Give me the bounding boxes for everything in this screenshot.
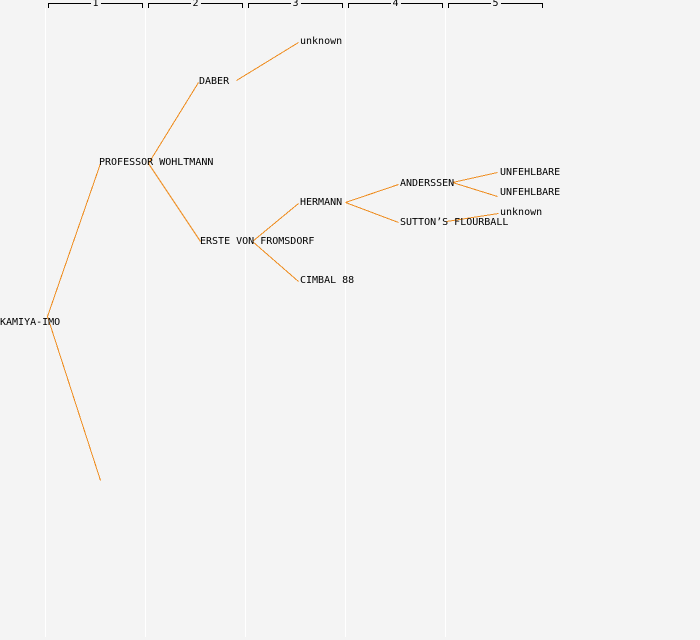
pedigree-node-cimbal-88[interactable]: CIMBAL 88: [300, 275, 355, 286]
pedigree-node-sutton-s-flourball[interactable]: SUTTON’S FLOURBALL: [400, 217, 509, 228]
generation-column-bracket-2: 2: [148, 0, 243, 9]
generation-column-label: 2: [190, 0, 201, 9]
generation-column-bracket-1: 1: [48, 0, 143, 9]
pedigree-edge-kamiya-imo-to-professor-wohltmann: [47, 163, 101, 317]
pedigree-edge-daber-to-unknown: [236, 42, 299, 81]
generation-column-label: 4: [390, 0, 401, 9]
pedigree-node-kamiya-imo[interactable]: KAMIYA-IMO: [0, 317, 61, 328]
pedigree-edge-anderssen-to-unfehlbare: [452, 172, 498, 183]
pedigree-edge-hermann-to-sutton-s-flourball: [345, 202, 399, 223]
pedigree-node-unknown[interactable]: unknown: [300, 36, 343, 47]
pedigree-edge-professor-wohltmann-to-daber: [148, 82, 199, 164]
pedigree-node-hermann[interactable]: HERMANN: [300, 197, 343, 208]
pedigree-edge-hermann-to-anderssen: [345, 184, 399, 203]
pedigree-edge-sutton-s-flourball-to-unknown: [446, 213, 499, 222]
pedigree-edge-anderssen-to-unfehlbare: [452, 182, 498, 197]
generation-column-label: 1: [90, 0, 101, 9]
generation-column-bracket-4: 4: [348, 0, 443, 9]
pedigree-edge-erste-von-fromsdorf-to-hermann: [252, 203, 299, 242]
generation-column-label: 5: [490, 0, 501, 9]
pedigree-node-erste-von-fromsdorf[interactable]: ERSTE VON FROMSDORF: [200, 236, 315, 247]
pedigree-node-professor-wohltmann[interactable]: PROFESSOR WOHLTMANN: [99, 157, 214, 168]
pedigree-node-daber[interactable]: DABER: [199, 76, 230, 87]
pedigree-edge-erste-von-fromsdorf-to-cimbal-88: [252, 241, 299, 282]
generation-column-bracket-5: 5: [448, 0, 543, 9]
pedigree-node-anderssen[interactable]: ANDERSSEN: [400, 178, 455, 189]
generation-column-bracket-3: 3: [248, 0, 343, 9]
pedigree-node-unfehlbare[interactable]: UNFEHLBARE: [500, 167, 561, 178]
generation-column-label: 3: [290, 0, 301, 9]
pedigree-node-unknown[interactable]: unknown: [500, 207, 543, 218]
pedigree-edge-kamiya-imo-to-empty: [47, 316, 101, 481]
pedigree-edge-professor-wohltmann-to-erste-von-fromsdorf: [148, 163, 201, 242]
pedigree-node-unfehlbare[interactable]: UNFEHLBARE: [500, 187, 561, 198]
